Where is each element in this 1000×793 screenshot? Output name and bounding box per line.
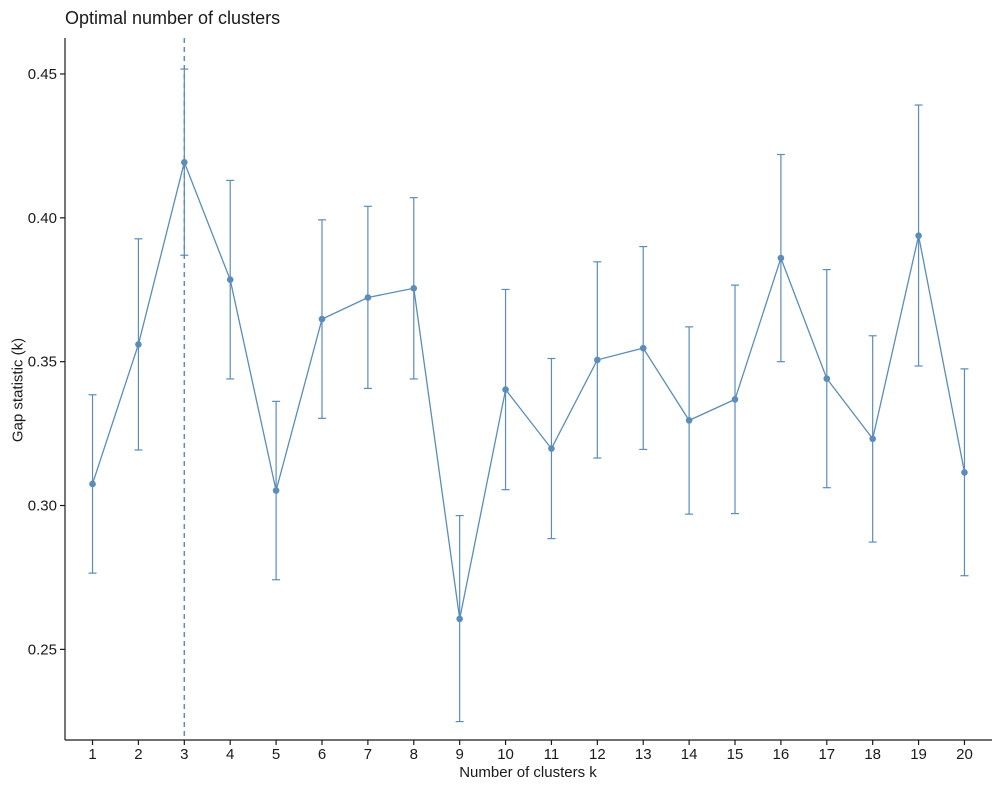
ticks: 0.250.300.350.400.451 2 3 4 5 6 7 8 9 10 11 12 13 14 1…	[28, 66, 973, 763]
x-tick-label: 7	[364, 746, 372, 763]
series-line	[91, 160, 966, 620]
x-tick-label: 13	[635, 746, 652, 763]
chart-title: Optimal number of clusters	[65, 8, 281, 28]
data-point	[181, 158, 188, 166]
x-tick-label: 14	[681, 746, 698, 763]
y-axis-label: Gap statistic (k)	[9, 337, 27, 443]
x-tick-label: 19	[910, 746, 927, 763]
x-tick-label: 2	[134, 746, 142, 763]
x-tick-label: 10	[497, 746, 514, 763]
x-tick-label: 1	[88, 746, 96, 763]
x-tick-label: 16	[773, 746, 790, 763]
data-point	[410, 285, 418, 292]
x-tick-label: 15	[727, 746, 744, 763]
error-bars	[88, 68, 969, 723]
x-tick-label: 11	[544, 746, 560, 763]
x-tick-label: 6	[318, 746, 326, 763]
y-tick-label: 0.45	[28, 66, 57, 83]
data-point	[869, 435, 876, 443]
data-point	[456, 615, 463, 623]
data-point	[364, 294, 372, 301]
data-point	[272, 487, 280, 494]
gap-statistic-line	[91, 160, 966, 620]
y-tick-label: 0.25	[28, 641, 57, 658]
x-tick-label: 9	[455, 746, 463, 763]
x-axis-label: Number of clusters k	[459, 764, 597, 781]
data-point	[639, 344, 647, 352]
x-tick-label: 3	[180, 746, 188, 763]
data-point	[226, 276, 234, 283]
data-point	[915, 232, 922, 239]
data-point	[685, 417, 693, 424]
axes	[64, 38, 992, 741]
data-point	[502, 386, 509, 393]
x-tick-label: 18	[864, 746, 881, 763]
x-tick-label: 12	[589, 746, 606, 763]
y-tick-label: 0.30	[28, 498, 57, 515]
x-tick-label: 4	[226, 746, 234, 763]
x-tick-label: 17	[818, 746, 835, 763]
data-point	[777, 254, 785, 262]
data-point	[961, 469, 968, 476]
data-point	[594, 356, 601, 364]
data-point	[89, 480, 96, 488]
y-tick-label: 0.40	[28, 210, 57, 227]
x-tick-label: 5	[272, 746, 280, 763]
x-tick-label: 8	[410, 746, 418, 763]
data-point	[548, 445, 555, 452]
data-point	[823, 375, 831, 382]
data-point	[318, 315, 326, 323]
x-tick-label: 20	[956, 746, 973, 763]
y-tick-label: 0.35	[28, 354, 57, 371]
data-point	[135, 341, 142, 348]
data-point	[731, 396, 739, 403]
data-points	[89, 158, 968, 623]
